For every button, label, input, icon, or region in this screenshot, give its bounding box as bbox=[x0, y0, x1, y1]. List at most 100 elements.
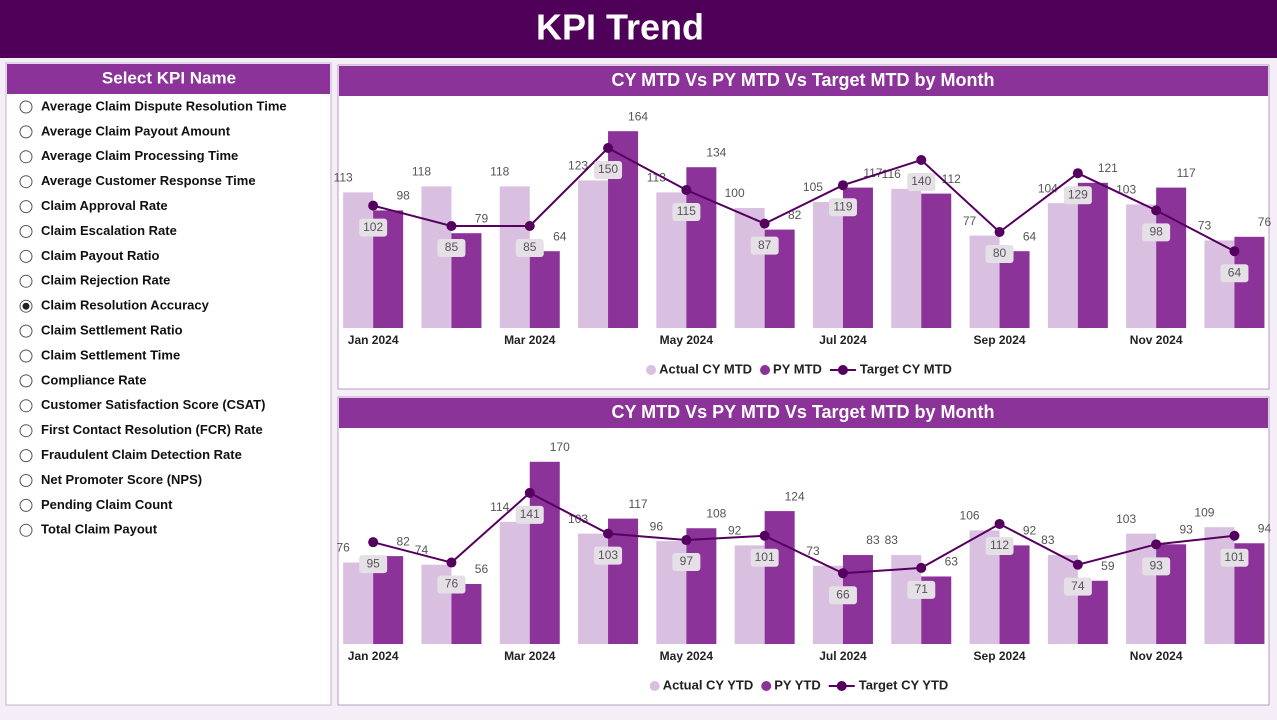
header-bar bbox=[0, 0, 1277, 58]
bar bbox=[608, 518, 639, 644]
data-label: 103 bbox=[598, 548, 618, 562]
slicer-item[interactable]: Average Claim Dispute Resolution Time bbox=[19, 98, 287, 114]
bar bbox=[529, 251, 560, 328]
slicer-item-label[interactable]: Average Customer Response Time bbox=[41, 173, 256, 188]
slicer-item[interactable]: First Contact Resolution (FCR) Rate bbox=[19, 422, 263, 438]
data-label: 96 bbox=[650, 519, 664, 533]
radio-button[interactable] bbox=[19, 125, 33, 139]
slicer-item[interactable]: Fraudulent Claim Detection Rate bbox=[19, 447, 242, 463]
data-label: 119 bbox=[833, 199, 852, 213]
slicer-item-label[interactable]: Claim Rejection Rate bbox=[41, 273, 170, 288]
radio-button[interactable] bbox=[19, 324, 33, 338]
slicer-item[interactable]: Claim Settlement Time bbox=[19, 347, 180, 363]
data-label-box bbox=[515, 505, 544, 524]
data-label: 114 bbox=[490, 500, 509, 514]
radio-button[interactable] bbox=[19, 249, 33, 263]
slicer-item-label[interactable]: Total Claim Payout bbox=[41, 522, 158, 537]
bar bbox=[1156, 187, 1187, 328]
slicer-item-label[interactable]: Average Claim Payout Amount bbox=[41, 123, 231, 138]
data-label-box bbox=[750, 548, 779, 567]
bar bbox=[1077, 182, 1108, 328]
target-point bbox=[1229, 530, 1240, 541]
radio-button[interactable] bbox=[19, 274, 33, 288]
target-point bbox=[837, 568, 848, 579]
slicer-item[interactable]: Claim Resolution Accuracy bbox=[19, 298, 210, 313]
slicer-list: Average Claim Dispute Resolution Time Ave… bbox=[19, 98, 287, 537]
slicer-item[interactable]: Average Claim Payout Amount bbox=[19, 123, 231, 139]
data-label-box bbox=[672, 203, 701, 221]
slicer-item[interactable]: Average Claim Processing Time bbox=[19, 148, 238, 164]
slicer-item-label[interactable]: Fraudulent Claim Detection Rate bbox=[41, 447, 242, 462]
radio-button[interactable] bbox=[19, 200, 33, 214]
bar bbox=[686, 528, 717, 644]
chart-title-bar bbox=[339, 398, 1268, 428]
slicer-item[interactable]: Net Promoter Score (NPS) bbox=[19, 472, 202, 487]
slicer-item[interactable]: Total Claim Payout bbox=[19, 522, 158, 537]
data-label-box bbox=[1142, 557, 1171, 576]
data-label: 76 bbox=[336, 541, 350, 555]
radio-button[interactable] bbox=[19, 449, 33, 463]
data-label-box bbox=[672, 553, 701, 572]
slicer-item[interactable]: Average Customer Response Time bbox=[19, 173, 256, 189]
slicer-item-label[interactable]: Customer Satisfaction Score (CSAT) bbox=[41, 397, 265, 412]
data-label: 150 bbox=[598, 162, 618, 176]
slicer-item-label[interactable]: First Contact Resolution (FCR) Rate bbox=[41, 422, 263, 437]
slicer-item-label[interactable]: Claim Approval Rate bbox=[41, 198, 168, 213]
radio-button[interactable] bbox=[19, 225, 33, 238]
radio-button[interactable] bbox=[19, 474, 33, 487]
radio-button[interactable] bbox=[19, 399, 33, 413]
data-label-box bbox=[359, 218, 388, 237]
slicer-item-label[interactable]: Average Claim Dispute Resolution Time bbox=[41, 98, 287, 113]
slicer-item-label[interactable]: Compliance Rate bbox=[41, 372, 146, 387]
legend-marker bbox=[760, 365, 771, 375]
data-label: 104 bbox=[1038, 181, 1058, 195]
data-label-box bbox=[828, 198, 857, 217]
slicer-item[interactable]: Claim Escalation Rate bbox=[19, 223, 177, 238]
slicer-item-label[interactable]: Claim Payout Ratio bbox=[41, 248, 160, 263]
slicer-item-label[interactable]: Average Claim Processing Time bbox=[41, 148, 238, 163]
data-label: 106 bbox=[960, 509, 980, 523]
radio-button[interactable] bbox=[19, 100, 33, 114]
data-label-box bbox=[1063, 577, 1092, 596]
target-point bbox=[446, 557, 457, 568]
data-label: 140 bbox=[911, 174, 931, 188]
data-label: 101 bbox=[1224, 550, 1244, 564]
radio-button[interactable] bbox=[19, 349, 33, 363]
data-label: 85 bbox=[445, 240, 459, 254]
slicer-item-label[interactable]: Claim Escalation Rate bbox=[41, 223, 177, 238]
slicer-item-label[interactable]: Claim Resolution Accuracy bbox=[41, 298, 210, 313]
data-label: 93 bbox=[1149, 558, 1163, 572]
radio-button[interactable] bbox=[19, 424, 33, 438]
slicer-item[interactable]: Pending Claim Count bbox=[19, 497, 173, 512]
slicer-item-label[interactable]: Pending Claim Count bbox=[41, 497, 173, 512]
slicer-item[interactable]: Claim Approval Rate bbox=[19, 198, 168, 214]
target-point bbox=[446, 221, 457, 231]
slicer-item[interactable]: Customer Satisfaction Score (CSAT) bbox=[19, 397, 265, 413]
radio-button[interactable] bbox=[19, 523, 33, 537]
data-label: 76 bbox=[445, 577, 459, 591]
slicer-item[interactable]: Claim Payout Ratio bbox=[19, 248, 160, 263]
target-point bbox=[603, 528, 614, 539]
radio-button[interactable] bbox=[19, 150, 33, 164]
target-line bbox=[372, 146, 1235, 253]
legend-label: Actual CY MTD bbox=[659, 361, 752, 376]
data-label-box bbox=[828, 586, 857, 605]
bar bbox=[421, 186, 452, 328]
slicer-item-label[interactable]: Claim Settlement Ratio bbox=[41, 323, 183, 338]
data-label: 74 bbox=[1071, 579, 1085, 593]
data-label: 124 bbox=[785, 489, 805, 503]
slicer-item[interactable]: Compliance Rate bbox=[19, 372, 146, 388]
slicer-item-label[interactable]: Claim Settlement Time bbox=[41, 347, 180, 362]
slicer-item[interactable]: Claim Rejection Rate bbox=[19, 273, 170, 288]
data-label: 98 bbox=[1149, 225, 1163, 239]
radio-button[interactable] bbox=[19, 498, 33, 512]
slicer-item-label[interactable]: Net Promoter Score (NPS) bbox=[41, 472, 202, 487]
bar bbox=[891, 188, 922, 328]
x-tick-label: Jul 2024 bbox=[819, 333, 867, 347]
radio-button[interactable] bbox=[19, 374, 33, 388]
bar bbox=[812, 565, 843, 644]
x-tick-label: May 2024 bbox=[660, 333, 714, 347]
slicer-item[interactable]: Claim Settlement Ratio bbox=[19, 323, 183, 338]
data-label: 76 bbox=[1258, 215, 1272, 229]
radio-button[interactable] bbox=[19, 175, 33, 189]
